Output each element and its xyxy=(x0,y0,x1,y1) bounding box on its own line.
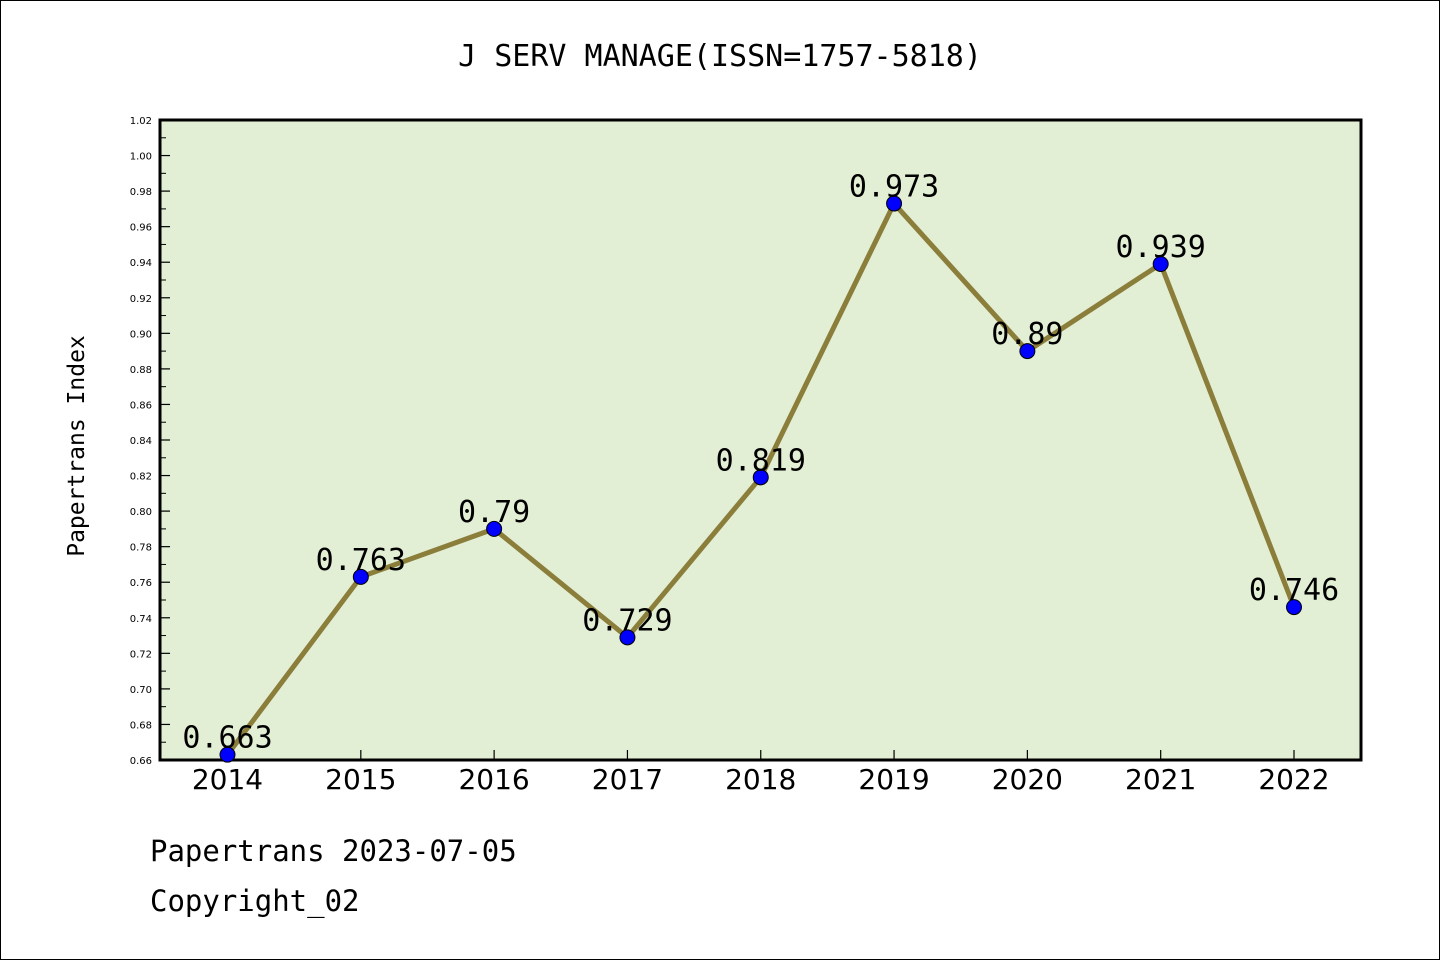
y-tick-label: 1.00 xyxy=(130,152,152,163)
data-point xyxy=(486,520,503,537)
y-axis-ticks: 0.66 0.68 0.70 0.72 0.74 0.76 0.78 0.80 0.82 0.84… xyxy=(130,116,170,767)
data-point xyxy=(352,568,369,585)
x-tick-label: 2015 xyxy=(325,763,396,796)
y-tick-label: 0.96 xyxy=(130,223,152,234)
y-tick-label: 0.80 xyxy=(130,507,152,518)
y-tick-label: 0.76 xyxy=(130,578,152,589)
chart-title: J SERV MANAGE(ISSN=1757-5818) xyxy=(458,39,982,74)
y-tick-label: 0.66 xyxy=(130,756,152,767)
y-tick-label: 0.70 xyxy=(130,685,152,696)
y-tick-label: 0.84 xyxy=(130,436,152,447)
data-label: 0.663 xyxy=(182,721,272,756)
y-tick-label: 0.94 xyxy=(130,258,152,269)
y-tick-label: 0.72 xyxy=(130,649,152,660)
x-tick-label: 2021 xyxy=(1125,763,1196,796)
data-label: 0.746 xyxy=(1249,573,1339,608)
y-tick-label: 0.88 xyxy=(130,365,152,376)
data-point xyxy=(886,195,903,212)
y-axis-label: Papertrans Index xyxy=(64,335,90,557)
data-point xyxy=(219,746,236,763)
y-tick-label: 0.78 xyxy=(130,543,152,554)
data-point xyxy=(619,629,636,646)
data-point xyxy=(1019,343,1036,360)
x-tick-label: 2014 xyxy=(192,763,263,796)
data-label: 0.89 xyxy=(991,317,1063,352)
data-labels: 0.663 0.763 0.79 0.729 0.819 0.973 0.89 0.939 0.… xyxy=(182,170,1339,756)
data-label: 0.819 xyxy=(716,443,806,478)
data-label: 0.973 xyxy=(849,170,939,205)
x-tick-label: 2018 xyxy=(725,763,796,796)
y-tick-label: 0.82 xyxy=(130,472,152,483)
y-tick-label: 0.86 xyxy=(130,400,152,411)
x-axis-ticks: 2014 2015 2016 2017 2018 2019 2020 2021 2022 xyxy=(192,750,1330,796)
x-tick-label: 2020 xyxy=(992,763,1063,796)
data-point xyxy=(1286,599,1302,616)
y-tick-label: 0.68 xyxy=(130,720,152,731)
data-label: 0.763 xyxy=(316,543,406,578)
data-label: 0.939 xyxy=(1116,230,1206,265)
x-tick-label: 2017 xyxy=(592,763,663,796)
data-label: 0.729 xyxy=(582,603,672,638)
y-tick-label: 0.92 xyxy=(130,294,152,305)
x-tick-label: 2022 xyxy=(1258,763,1329,796)
data-points xyxy=(219,195,1302,763)
y-tick-label: 0.98 xyxy=(130,187,152,198)
data-point xyxy=(1152,256,1169,272)
x-tick-label: 2019 xyxy=(858,763,929,796)
y-tick-label: 0.74 xyxy=(130,614,152,625)
y-tick-label: 0.90 xyxy=(130,329,152,340)
footer-copyright: Copyright_02 xyxy=(150,884,360,918)
x-tick-label: 2016 xyxy=(458,763,529,796)
data-point xyxy=(752,469,769,486)
y-tick-label: 1.02 xyxy=(130,116,152,127)
footer-date: Papertrans 2023-07-05 xyxy=(150,834,517,868)
data-label: 0.79 xyxy=(458,495,530,530)
plot-area xyxy=(158,118,1363,762)
